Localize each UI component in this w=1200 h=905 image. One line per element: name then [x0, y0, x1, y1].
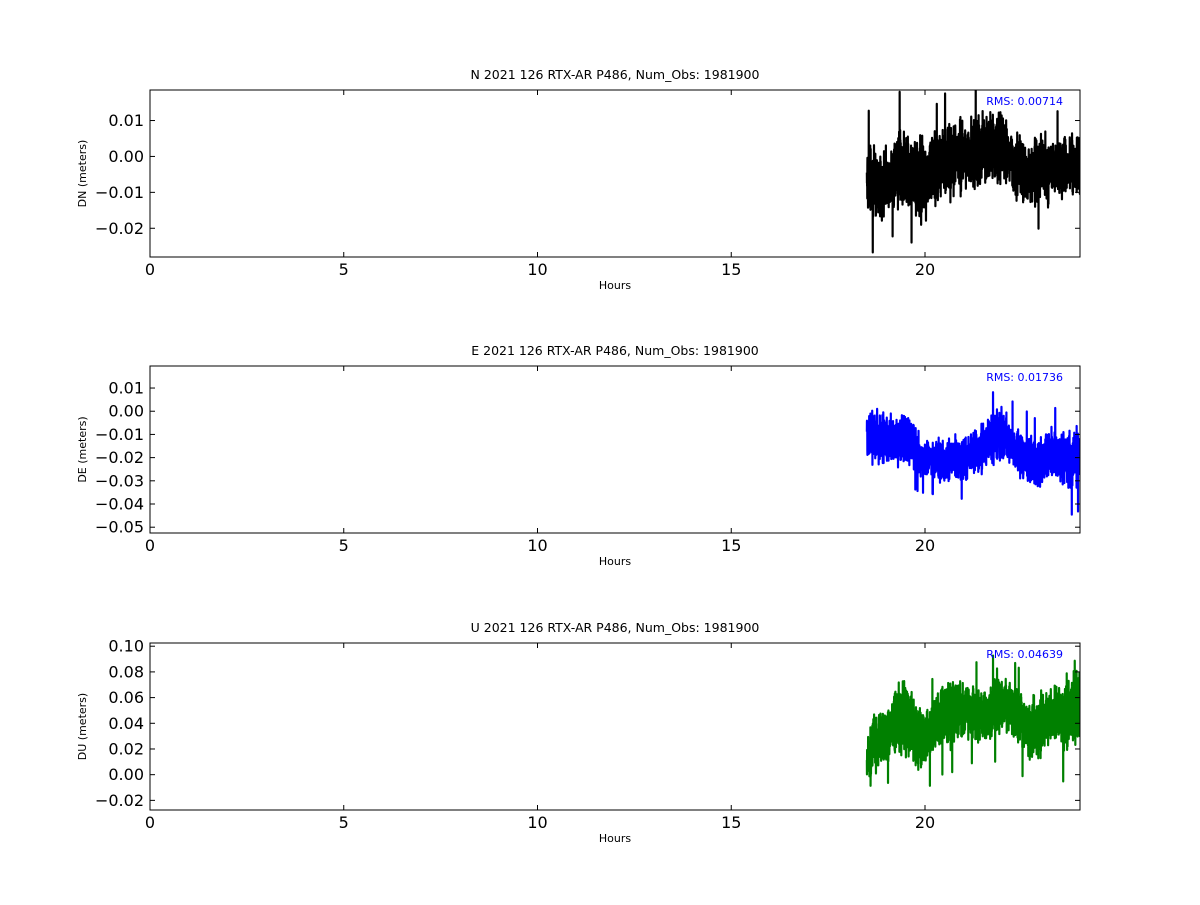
rms-annotation: RMS: 0.04639 — [986, 648, 1063, 661]
y-tick-label: −0.04 — [95, 495, 144, 514]
x-tick-label: 0 — [145, 536, 155, 555]
y-tick-label: 0.06 — [108, 688, 144, 707]
x-tick-label: 0 — [145, 813, 155, 832]
x-tick-label: 10 — [527, 260, 547, 279]
y-tick-label: −0.02 — [95, 791, 144, 810]
y-tick-label: 0.02 — [108, 739, 144, 758]
x-tick-label: 20 — [915, 260, 935, 279]
y-tick-label: 0.01 — [108, 379, 144, 398]
y-tick-label: −0.02 — [95, 219, 144, 238]
x-axis-label: Hours — [599, 832, 631, 845]
subplot-2: U 2021 126 RTX-AR P486, Num_Obs: 1981900… — [76, 620, 1081, 845]
y-tick-label: −0.03 — [95, 471, 144, 490]
x-tick-label: 15 — [721, 813, 741, 832]
y-axis-label: DE (meters) — [76, 416, 89, 482]
y-tick-label: 0.10 — [108, 637, 144, 656]
x-tick-label: 15 — [721, 260, 741, 279]
x-axis-label: Hours — [599, 555, 631, 568]
x-tick-label: 5 — [339, 813, 349, 832]
y-axis-label: DN (meters) — [76, 140, 89, 208]
axes-frame — [149, 642, 1081, 811]
y-tick-label: 0.00 — [108, 402, 144, 421]
x-tick-label: 20 — [915, 813, 935, 832]
y-tick-label: −0.05 — [95, 518, 144, 537]
x-tick-label: 20 — [915, 536, 935, 555]
y-axis-label: DU (meters) — [76, 693, 89, 760]
y-tick-label: −0.02 — [95, 448, 144, 467]
chart-title: N 2021 126 RTX-AR P486, Num_Obs: 1981900 — [471, 67, 760, 82]
axes-frame — [149, 365, 1081, 534]
x-tick-label: 5 — [339, 260, 349, 279]
subplot-1: E 2021 126 RTX-AR P486, Num_Obs: 1981900… — [76, 343, 1081, 568]
y-tick-label: 0.01 — [108, 111, 144, 130]
y-tick-label: −0.01 — [95, 425, 144, 444]
series-line — [865, 654, 1080, 787]
x-tick-label: 0 — [145, 260, 155, 279]
y-tick-label: 0.00 — [108, 147, 144, 166]
chart-title: E 2021 126 RTX-AR P486, Num_Obs: 1981900 — [471, 343, 759, 358]
y-tick-label: −0.01 — [95, 183, 144, 202]
y-tick-label: 0.00 — [108, 765, 144, 784]
y-tick-label: 0.04 — [108, 714, 144, 733]
x-tick-label: 10 — [527, 536, 547, 555]
subplot-0: N 2021 126 RTX-AR P486, Num_Obs: 1981900… — [76, 67, 1081, 292]
chart-title: U 2021 126 RTX-AR P486, Num_Obs: 1981900 — [471, 620, 760, 635]
x-tick-label: 5 — [339, 536, 349, 555]
rms-annotation: RMS: 0.00714 — [986, 95, 1063, 108]
x-tick-label: 10 — [527, 813, 547, 832]
y-tick-label: 0.08 — [108, 662, 144, 681]
series-line — [865, 391, 1080, 516]
series-line — [865, 90, 1080, 254]
x-tick-label: 15 — [721, 536, 741, 555]
axes-frame — [149, 89, 1081, 258]
rms-annotation: RMS: 0.01736 — [986, 371, 1063, 384]
x-axis-label: Hours — [599, 279, 631, 292]
